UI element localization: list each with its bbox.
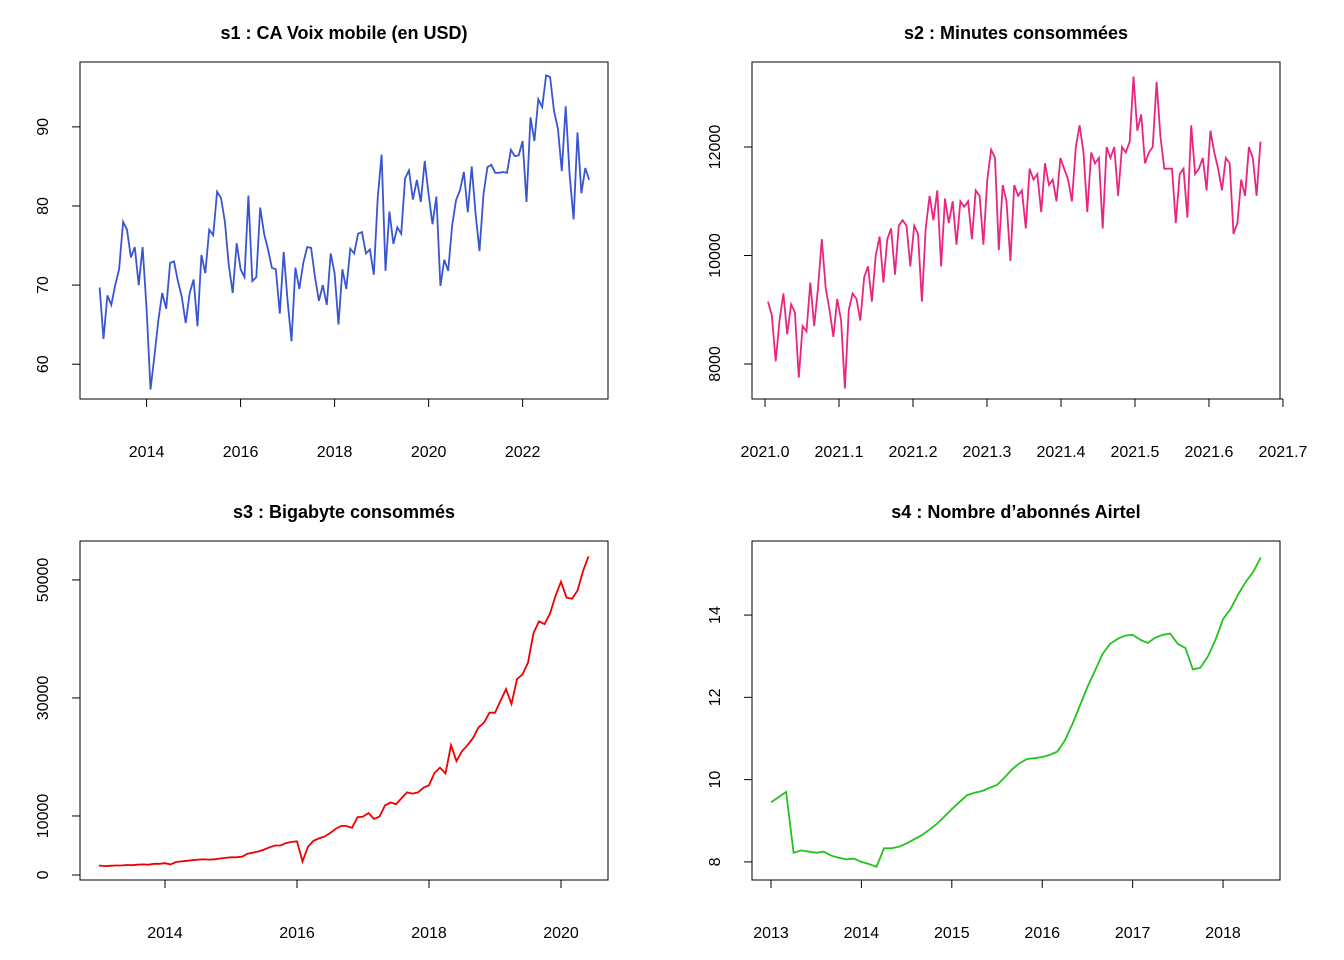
y-tick-label: 70 [35,276,52,294]
chart-title: s2 : Minutes consommées [904,23,1128,43]
x-tick-label: 2015 [934,925,970,942]
x-tick-label: 2022 [505,444,541,461]
x-tick-label: 2021.2 [889,444,938,461]
plot-frame [79,540,609,881]
plot-frame [751,61,1281,400]
y-tick-label: 30000 [35,676,52,721]
chart-title: s1 : CA Voix mobile (en USD) [220,23,467,43]
x-tick-label: 2018 [317,444,353,461]
x-tick-label: 2014 [129,444,165,461]
chart-title: s3 : Bigabyte consommés [233,502,455,522]
plot-frame [79,61,609,400]
x-tick-label: 2021.6 [1184,444,1233,461]
y-tick-label: 10 [707,771,724,789]
x-tick-label: 2014 [147,925,183,942]
y-tick-label: 12000 [707,125,724,170]
data-line [98,74,591,390]
data-line [767,76,1262,389]
y-tick-label: 10000 [707,233,724,278]
y-tick-label: 12 [707,688,724,706]
y-tick-label: 10000 [35,794,52,839]
y-tick-label: 50000 [35,558,52,603]
x-tick-label: 2016 [279,925,315,942]
y-tick-label: 14 [707,606,724,624]
chart-title: s4 : Nombre d’abonnés Airtel [891,502,1140,522]
x-tick-label: 2013 [753,925,789,942]
x-tick-label: 2016 [223,444,259,461]
x-tick-label: 2020 [543,925,579,942]
x-tick-label: 2021.0 [741,444,790,461]
x-tick-label: 2021.5 [1111,444,1160,461]
x-tick-label: 2021.7 [1258,444,1307,461]
data-line [98,555,590,868]
x-tick-label: 2018 [1205,925,1241,942]
x-tick-label: 2021.3 [963,444,1012,461]
x-tick-label: 2018 [411,925,447,942]
y-tick-label: 80 [35,197,52,215]
y-tick-label: 60 [35,355,52,373]
y-tick-label: 0 [35,870,52,879]
y-tick-label: 8 [707,857,724,866]
x-tick-label: 2021.1 [815,444,864,461]
x-tick-label: 2016 [1024,925,1060,942]
x-tick-label: 2017 [1115,925,1151,942]
y-tick-label: 90 [35,118,52,136]
x-tick-label: 2021.4 [1037,444,1086,461]
x-tick-label: 2020 [411,444,447,461]
y-tick-label: 8000 [707,346,724,382]
plot-frame [751,540,1281,881]
x-tick-label: 2014 [844,925,880,942]
data-line [770,557,1262,868]
